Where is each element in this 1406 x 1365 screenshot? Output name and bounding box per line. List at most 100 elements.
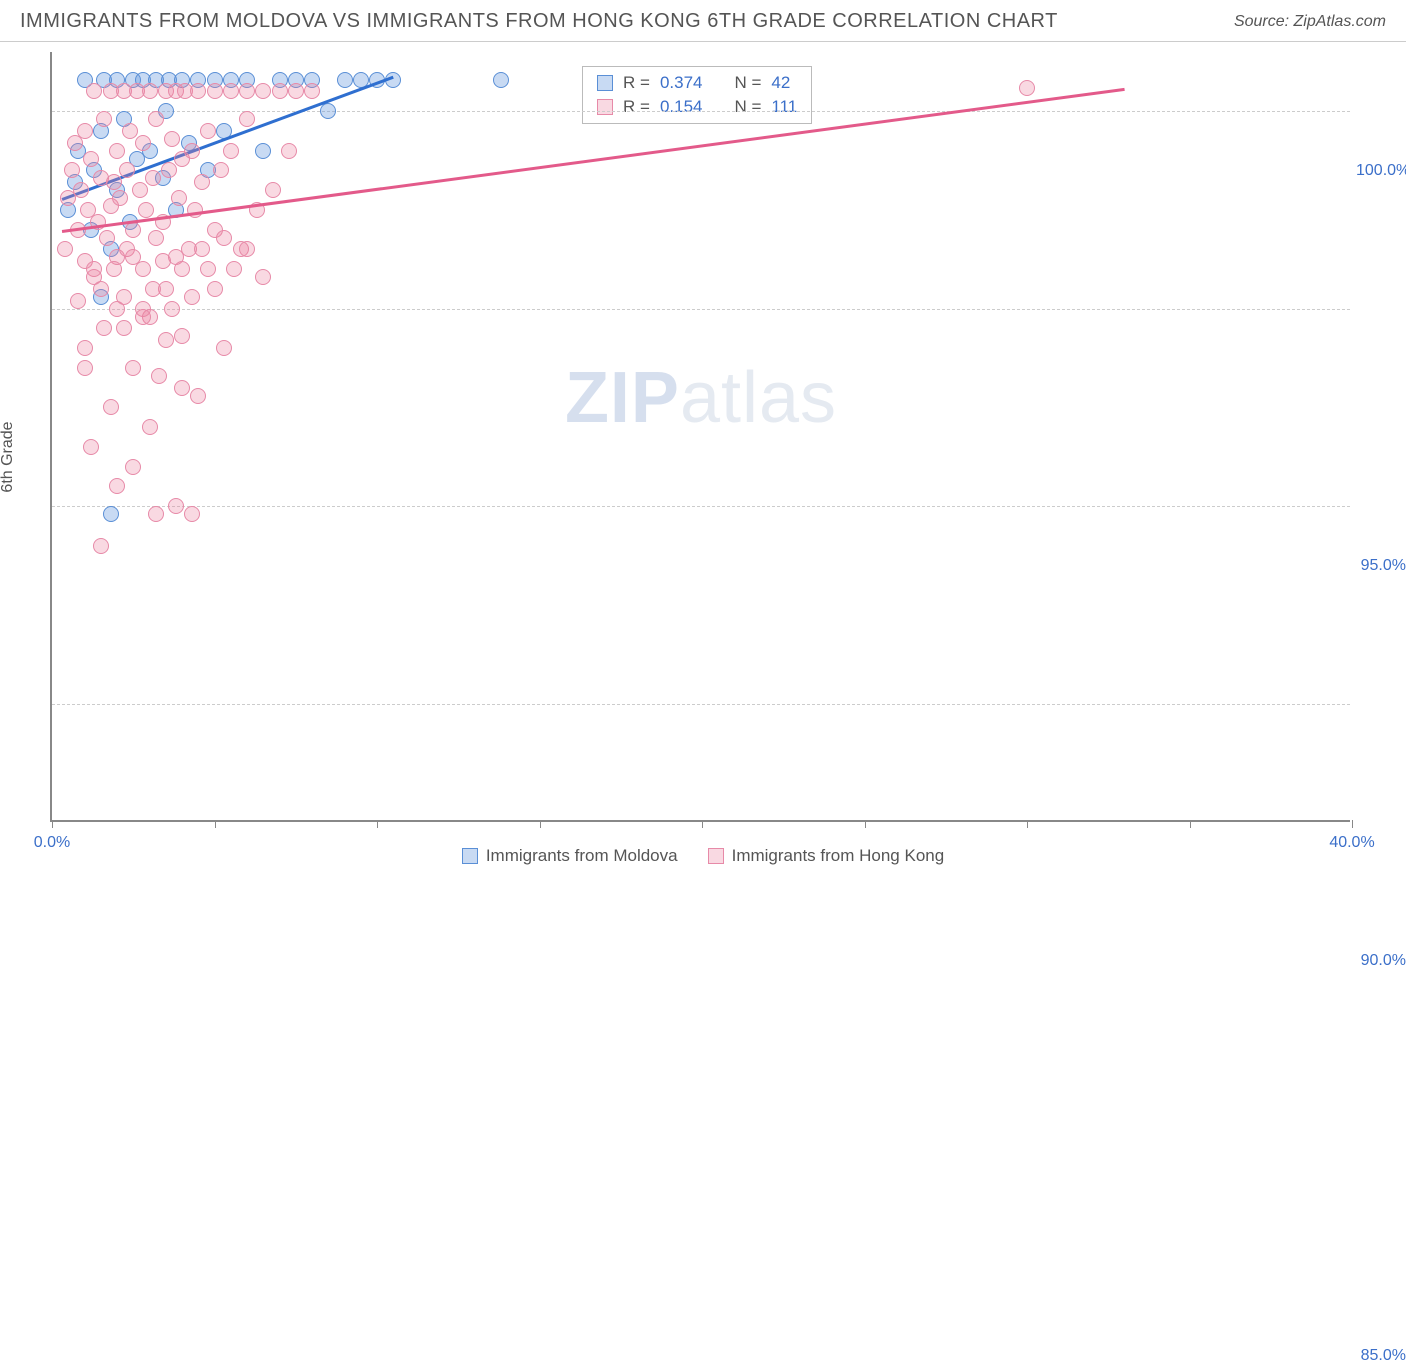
xtick [52,820,53,828]
scatter-point [93,538,109,554]
scatter-point [122,123,138,139]
legend-item-moldova: Immigrants from Moldova [462,846,678,866]
scatter-point [272,83,288,99]
gridline: 95.0% [52,309,1350,310]
scatter-point [174,328,190,344]
scatter-point [106,261,122,277]
scatter-point [86,269,102,285]
scatter-point [119,162,135,178]
scatter-point [194,241,210,257]
scatter-point [164,131,180,147]
scatter-point [86,83,102,99]
scatter-point [125,249,141,265]
scatter-point [168,498,184,514]
scatter-point [109,478,125,494]
xtick [702,820,703,828]
scatter-point [239,83,255,99]
scatter-point [99,230,115,246]
scatter-point [142,419,158,435]
scatter-point [73,182,89,198]
scatter-point [207,281,223,297]
xtick [377,820,378,828]
scatter-point [103,506,119,522]
scatter-point [190,388,206,404]
scatter-point [70,293,86,309]
ytick-label: 95.0% [1356,557,1406,575]
scatter-point [142,83,158,99]
scatter-point [207,83,223,99]
scatter-point [151,368,167,384]
legend-swatch-blue [462,848,478,864]
scatter-point [1019,80,1035,96]
scatter-point [239,111,255,127]
scatter-point [106,174,122,190]
scatter-point [255,143,271,159]
scatter-point [125,222,141,238]
scatter-point [132,182,148,198]
scatter-point [138,202,154,218]
chart-source: Source: ZipAtlas.com [1234,13,1386,31]
xtick [865,820,866,828]
scatter-point [83,439,99,455]
scatter-point [255,269,271,285]
scatter-point [200,123,216,139]
xtick [215,820,216,828]
scatter-point [161,162,177,178]
scatter-point [96,111,112,127]
scatter-point [216,340,232,356]
scatter-point [223,143,239,159]
scatter-point [145,281,161,297]
scatter-point [77,360,93,376]
scatter-point [194,174,210,190]
scatter-point [216,230,232,246]
scatter-point [116,289,132,305]
scatter-point [135,135,151,151]
scatter-point [288,83,304,99]
scatter-point [304,83,320,99]
legend-swatch-pink [708,848,724,864]
scatter-point [125,360,141,376]
scatter-point [265,182,281,198]
scatter-point [64,162,80,178]
scatter-point [171,190,187,206]
scatter-point [184,143,200,159]
scatter-point [103,399,119,415]
scatter-point [148,230,164,246]
scatter-point [174,380,190,396]
gridline: 85.0% [52,704,1350,705]
scatter-point [116,320,132,336]
scatter-point [109,143,125,159]
scatter-point [148,506,164,522]
scatter-point [148,111,164,127]
ytick-label: 90.0% [1356,952,1406,970]
scatter-point [190,83,206,99]
scatter-point [164,301,180,317]
scatter-point [223,83,239,99]
legend-swatch-pink [597,99,613,115]
scatter-point [77,340,93,356]
scatter-point [135,309,151,325]
scatter-point [184,506,200,522]
scatter-point [83,151,99,167]
xtick [1027,820,1028,828]
chart-area: 6th Grade ZIPatlas R = 0.374 N = 42 R = … [0,42,1406,872]
stats-row-moldova: R = 0.374 N = 42 [597,71,797,95]
chart-header: IMMIGRANTS FROM MOLDOVA VS IMMIGRANTS FR… [0,0,1406,42]
scatter-point [184,289,200,305]
scatter-point [226,261,242,277]
scatter-point [112,190,128,206]
scatter-point [155,253,171,269]
scatter-point [145,170,161,186]
scatter-point [255,83,271,99]
scatter-point [174,261,190,277]
xtick [1352,820,1353,828]
legend-item-hongkong: Immigrants from Hong Kong [708,846,945,866]
scatter-point [337,72,353,88]
scatter-point [281,143,297,159]
stats-legend: R = 0.374 N = 42 R = 0.154 N = 111 [582,66,812,124]
watermark: ZIPatlas [565,357,837,439]
scatter-point [320,103,336,119]
gridline: 90.0% [52,506,1350,507]
scatter-point [239,241,255,257]
scatter-plot: ZIPatlas R = 0.374 N = 42 R = 0.154 N = … [50,52,1350,822]
